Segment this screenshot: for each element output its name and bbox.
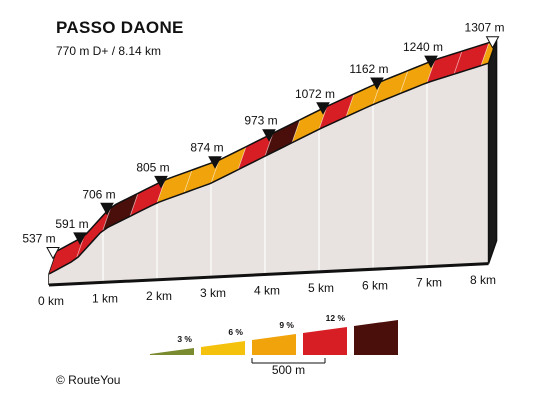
gradient-segment — [157, 170, 192, 203]
segment-divider — [480, 42, 490, 66]
elevation-label: 706 m — [82, 187, 115, 201]
x-tick-label: 1 km — [92, 291, 118, 305]
legend-swatch — [303, 327, 347, 355]
profile-back-edge — [56, 39, 497, 252]
legend-label: 9 % — [279, 320, 294, 330]
elevation-label: 874 m — [190, 141, 223, 155]
segment-divider — [210, 160, 220, 184]
profile-front-edge — [48, 62, 489, 275]
x-tick-label: 2 km — [146, 289, 172, 303]
segment-divider — [291, 119, 301, 143]
gradient-segment — [211, 146, 246, 184]
gradient-segment — [427, 51, 462, 83]
gradient-segment — [400, 59, 435, 94]
gradient-segment — [292, 106, 327, 143]
chart-subtitle: 770 m D+ / 8.14 km — [56, 44, 162, 58]
segment-divider — [102, 206, 112, 230]
segment-divider — [156, 179, 166, 203]
gradient-segment — [454, 42, 489, 75]
segment-divider — [399, 70, 409, 94]
gradient-segment — [76, 206, 111, 260]
gradient-segment — [130, 179, 165, 217]
elevation-marker — [46, 247, 60, 260]
x-tick-label: 4 km — [254, 284, 280, 298]
profile-side-wall — [49, 63, 489, 286]
gradient-segment — [103, 193, 138, 230]
elevation-marker — [100, 202, 114, 216]
legend-swatch — [150, 348, 194, 355]
elevation-label: 591 m — [55, 217, 88, 231]
elevation-label: 537 m — [22, 232, 55, 246]
elevation-label: 973 m — [244, 114, 277, 128]
segment-divider — [129, 193, 139, 217]
chart-title: PASSO DAONE — [56, 18, 184, 37]
legend-swatch — [201, 341, 245, 355]
segment-divider — [453, 51, 463, 75]
routeyou-credit: © RouteYou — [56, 373, 121, 387]
legend-label: 3 % — [177, 334, 192, 344]
x-tick-label: 0 km — [38, 294, 64, 308]
gradient-segment — [265, 119, 300, 157]
x-tick-label: 3 km — [200, 286, 226, 300]
legend-label: 6 % — [228, 327, 243, 337]
elevation-marker — [370, 77, 384, 91]
gradient-segment — [373, 70, 408, 105]
x-tick-label: 5 km — [308, 281, 334, 295]
elevation-label: 1072 m — [295, 87, 335, 101]
elevation-label: 805 m — [136, 160, 169, 174]
gradient-segment — [184, 160, 219, 194]
scale-label: 500 m — [272, 363, 305, 377]
elevation-marker — [316, 102, 330, 115]
segment-divider — [237, 146, 247, 170]
segment-divider — [75, 236, 85, 260]
elevation-label: 1307 m — [465, 21, 505, 35]
segment-divider — [183, 169, 193, 194]
legend-swatch — [354, 320, 398, 355]
elevation-label: 1240 m — [403, 40, 443, 54]
elevation-marker — [208, 156, 222, 169]
elevation-marker — [262, 129, 276, 142]
segment-divider — [372, 81, 382, 105]
x-tick-label: 6 km — [362, 278, 388, 292]
gradient-segment — [49, 236, 84, 274]
x-tick-label: 7 km — [416, 276, 442, 290]
segment-divider — [264, 133, 274, 157]
gradient-segment — [346, 81, 381, 117]
x-tick-label: 8 km — [470, 273, 496, 287]
elevation-marker — [73, 232, 87, 245]
elevation-marker — [485, 36, 500, 49]
segment-divider — [345, 93, 355, 118]
profile-baseline — [48, 262, 489, 287]
gradient-segment — [319, 93, 354, 130]
profile-end-cap — [487, 39, 498, 264]
segment-divider — [426, 59, 436, 83]
elevation-marker — [154, 175, 168, 189]
elevation-marker — [424, 55, 438, 69]
legend-label: 12 % — [326, 313, 346, 323]
gradient-segment — [238, 133, 273, 170]
segment-divider — [318, 106, 328, 130]
elevation-label: 1162 m — [349, 62, 388, 76]
legend-swatch — [252, 334, 296, 355]
